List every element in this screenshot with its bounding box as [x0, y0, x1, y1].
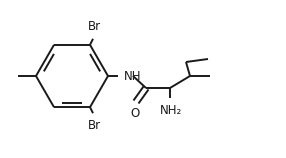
Text: Br: Br — [88, 119, 101, 132]
Text: NH₂: NH₂ — [160, 104, 182, 117]
Text: NH: NH — [124, 70, 142, 82]
Text: O: O — [130, 107, 140, 120]
Text: Br: Br — [88, 20, 101, 33]
